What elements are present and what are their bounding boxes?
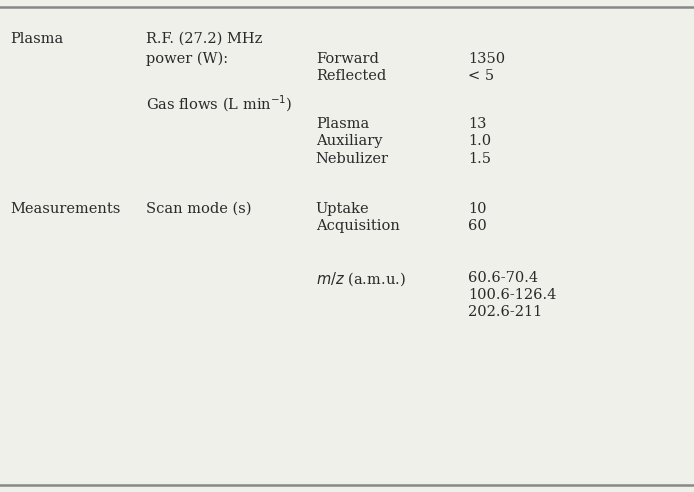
Text: 13: 13 xyxy=(468,117,487,131)
Text: Measurements: Measurements xyxy=(10,202,121,215)
Text: 202.6-211: 202.6-211 xyxy=(468,305,543,319)
Text: 10: 10 xyxy=(468,202,487,215)
Text: 1.5: 1.5 xyxy=(468,152,491,165)
Text: 1.0: 1.0 xyxy=(468,134,491,148)
Text: R.F. (27.2) MHz: R.F. (27.2) MHz xyxy=(146,32,262,46)
Text: Acquisition: Acquisition xyxy=(316,219,400,233)
Text: Nebulizer: Nebulizer xyxy=(316,152,389,165)
Text: 60.6-70.4: 60.6-70.4 xyxy=(468,271,539,284)
Text: 100.6-126.4: 100.6-126.4 xyxy=(468,288,557,302)
Text: Plasma: Plasma xyxy=(316,117,369,131)
Text: 60: 60 xyxy=(468,219,487,233)
Text: 1350: 1350 xyxy=(468,52,505,65)
Text: Plasma: Plasma xyxy=(10,32,64,46)
Text: Auxiliary: Auxiliary xyxy=(316,134,382,148)
Text: $m/z$ (a.m.u.): $m/z$ (a.m.u.) xyxy=(316,271,405,288)
Text: < 5: < 5 xyxy=(468,69,495,83)
Text: Uptake: Uptake xyxy=(316,202,369,215)
Text: power (W):: power (W): xyxy=(146,52,228,66)
Text: Scan mode (s): Scan mode (s) xyxy=(146,202,251,215)
Text: Gas flows (L min$^{-1}$): Gas flows (L min$^{-1}$) xyxy=(146,93,292,114)
Text: Reflected: Reflected xyxy=(316,69,386,83)
Text: Forward: Forward xyxy=(316,52,379,65)
